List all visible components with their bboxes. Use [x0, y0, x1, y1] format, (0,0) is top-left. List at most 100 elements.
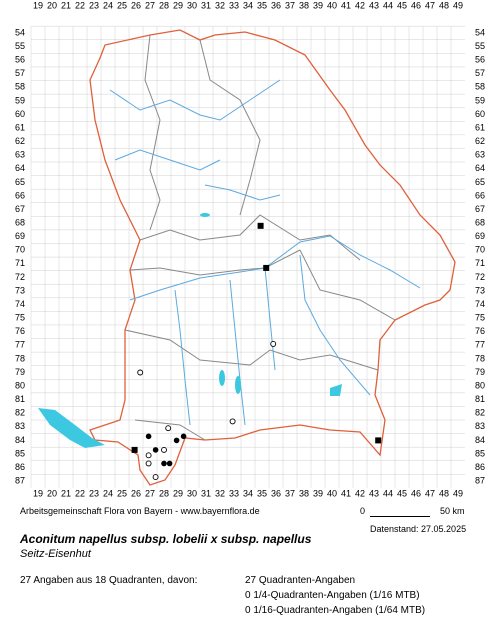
column-label: 48 — [439, 488, 449, 498]
column-label: 28 — [159, 488, 169, 498]
row-label: 67 — [475, 204, 485, 214]
column-label: 36 — [271, 0, 281, 10]
row-label: 72 — [15, 272, 25, 282]
column-label: 41 — [341, 0, 351, 10]
row-label: 68 — [15, 217, 25, 227]
record-dot — [152, 447, 159, 453]
map: 19 19 20 20 21 21 22 22 23 23 24 24 25 25 26 26 27 27 28 28… — [15, 0, 485, 498]
row-label: 84 — [15, 435, 25, 445]
row-label: 57 — [475, 68, 485, 78]
record-square — [263, 264, 270, 271]
row-label: 66 — [475, 190, 485, 200]
row-label: 75 — [15, 313, 25, 323]
row-label: 70 — [15, 245, 25, 255]
record-dot — [145, 433, 152, 440]
column-label: 46 — [411, 488, 421, 498]
row-label: 74 — [475, 299, 485, 309]
record-circle — [270, 341, 277, 347]
lakes — [38, 213, 342, 448]
column-label: 44 — [383, 0, 393, 10]
rivers — [109, 79, 421, 426]
column-label: 43 — [369, 0, 379, 10]
row-label: 76 — [15, 326, 25, 336]
row-label: 74 — [15, 299, 25, 309]
column-label: 34 — [243, 0, 253, 10]
column-label: 23 — [89, 488, 99, 498]
row-label: 65 — [475, 177, 485, 187]
row-label: 86 — [15, 462, 25, 472]
row-label: 81 — [475, 394, 485, 404]
record-circle — [145, 452, 152, 459]
row-label: 55 — [475, 41, 485, 51]
record-square — [375, 437, 382, 444]
record-dot — [161, 460, 167, 467]
column-label: 21 — [61, 0, 71, 10]
row-label: 71 — [15, 258, 25, 268]
column-label: 27 — [145, 488, 155, 498]
row-label: 57 — [15, 68, 25, 78]
row-label: 70 — [475, 245, 485, 255]
record-circle — [137, 369, 144, 376]
row-label: 62 — [475, 136, 485, 146]
date: Datenstand: 27.05.2025 — [370, 524, 467, 534]
column-label: 45 — [397, 0, 407, 10]
column-label: 40 — [327, 0, 337, 10]
column-label: 38 — [299, 488, 309, 498]
row-label: 63 — [15, 150, 25, 160]
column-label: 47 — [425, 0, 435, 10]
column-label: 28 — [159, 0, 169, 10]
record-dot — [166, 460, 173, 467]
column-label: 19 — [33, 0, 43, 10]
row-label: 64 — [475, 163, 485, 173]
column-label: 33 — [229, 0, 239, 10]
column-label: 39 — [313, 0, 323, 10]
row-label: 84 — [475, 435, 485, 445]
row-label: 60 — [15, 109, 25, 119]
row-label: 87 — [475, 476, 485, 486]
title: Aconitum napellus subsp. lobelii x subsp… — [20, 532, 312, 546]
column-label: 31 — [201, 488, 211, 498]
row-label: 66 — [15, 190, 25, 200]
row-label: 60 — [475, 109, 485, 119]
row-label: 76 — [475, 326, 485, 336]
row-label: 79 — [475, 367, 485, 377]
column-label: 35 — [257, 488, 267, 498]
row-label: 87 — [15, 476, 25, 486]
record-dot — [173, 437, 180, 444]
summary-line: 0 1/16-Quadranten-Angaben (1/64 MTB) — [245, 605, 426, 616]
row-label: 59 — [475, 95, 485, 105]
district-borders — [124, 34, 396, 441]
row-label: 58 — [15, 82, 25, 92]
row-label: 65 — [15, 177, 25, 187]
row-label: 69 — [15, 231, 25, 241]
column-label: 29 — [173, 488, 183, 498]
row-label: 61 — [15, 122, 25, 132]
row-label: 59 — [15, 95, 25, 105]
column-label: 49 — [453, 0, 463, 10]
column-label: 23 — [89, 0, 99, 10]
row-label: 63 — [475, 150, 485, 160]
column-label: 47 — [425, 488, 435, 498]
credit: Arbeitsgemeinschaft Flora von Bayern - w… — [20, 506, 260, 516]
row-label: 73 — [475, 285, 485, 295]
scale-start: 0 — [360, 506, 366, 516]
row-label: 62 — [15, 136, 25, 146]
row-label: 73 — [15, 285, 25, 295]
column-label: 41 — [341, 488, 351, 498]
column-label: 40 — [327, 488, 337, 498]
column-label: 42 — [355, 0, 365, 10]
column-label: 32 — [215, 488, 225, 498]
row-label: 80 — [475, 380, 485, 390]
column-label: 25 — [117, 0, 127, 10]
record-circle — [229, 418, 236, 425]
column-label: 36 — [271, 488, 281, 498]
column-label: 42 — [355, 488, 365, 498]
column-label: 37 — [285, 488, 295, 498]
column-label: 44 — [383, 488, 393, 498]
row-label: 61 — [475, 122, 485, 132]
state-border — [89, 29, 456, 486]
column-label: 29 — [173, 0, 183, 10]
row-label: 83 — [15, 421, 25, 431]
row-label: 78 — [475, 353, 485, 363]
